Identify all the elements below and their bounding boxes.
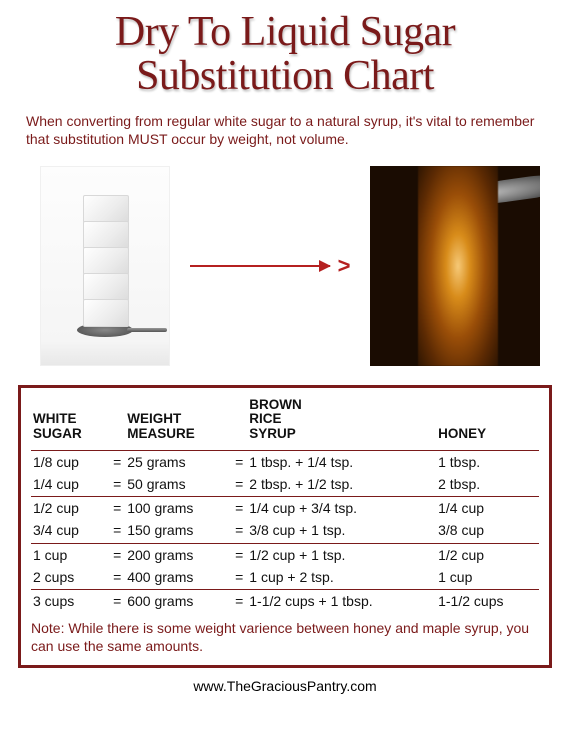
- cell-sugar: 1/4 cup: [31, 473, 109, 495]
- syrup-image: [370, 166, 540, 366]
- arrow-icon: [190, 265, 330, 267]
- table-header-row: WHITESUGAR WEIGHTMEASURE BROWNRICESYRUP …: [31, 396, 539, 449]
- image-row: >: [0, 153, 570, 379]
- equals-icon: =: [109, 543, 125, 566]
- cell-honey: 3/8 cup: [436, 519, 539, 541]
- table-note: Note: While there is some weight varienc…: [31, 612, 539, 655]
- cell-sugar: 1/2 cup: [31, 497, 109, 520]
- col-weight: WEIGHTMEASURE: [125, 396, 231, 449]
- cell-sugar: 1 cup: [31, 543, 109, 566]
- cube-stack-icon: [83, 197, 129, 327]
- cell-weight: 400 grams: [125, 566, 231, 588]
- intro-text: When converting from regular white sugar…: [0, 104, 570, 152]
- cell-honey: 1/4 cup: [436, 497, 539, 520]
- cell-syrup: 2 tbsp. + 1/2 tsp.: [247, 473, 436, 495]
- cell-sugar: 2 cups: [31, 566, 109, 588]
- table-row: 3 cups=600 grams=1-1/2 cups + 1 tbsp.1-1…: [31, 590, 539, 613]
- equals-icon: =: [231, 450, 247, 473]
- cell-honey: 1/2 cup: [436, 543, 539, 566]
- title-line-1: Dry To Liquid Sugar: [115, 9, 455, 55]
- equals-icon: =: [109, 497, 125, 520]
- equals-icon: =: [109, 566, 125, 588]
- cell-honey: 1-1/2 cups: [436, 590, 539, 613]
- title-line-2: Substitution Chart: [136, 53, 434, 99]
- table-row: 1/4 cup=50 grams=2 tbsp. + 1/2 tsp.2 tbs…: [31, 473, 539, 495]
- cell-weight: 150 grams: [125, 519, 231, 541]
- cell-syrup: 1 cup + 2 tsp.: [247, 566, 436, 588]
- equals-icon: =: [231, 590, 247, 613]
- equals-icon: =: [231, 473, 247, 495]
- equals-icon: =: [231, 497, 247, 520]
- equals-icon: =: [231, 543, 247, 566]
- page-title: Dry To Liquid Sugar Substitution Chart: [0, 0, 570, 104]
- col-white-sugar: WHITESUGAR: [31, 396, 109, 449]
- cell-sugar: 3/4 cup: [31, 519, 109, 541]
- cell-syrup: 3/8 cup + 1 tsp.: [247, 519, 436, 541]
- footer-url: www.TheGraciousPantry.com: [0, 668, 570, 694]
- cell-syrup: 1-1/2 cups + 1 tbsp.: [247, 590, 436, 613]
- table-row: 1/8 cup=25 grams=1 tbsp. + 1/4 tsp.1 tbs…: [31, 450, 539, 473]
- col-syrup: BROWNRICESYRUP: [247, 396, 436, 449]
- greater-than-icon: >: [338, 253, 351, 279]
- cell-honey: 2 tbsp.: [436, 473, 539, 495]
- cell-weight: 50 grams: [125, 473, 231, 495]
- cell-weight: 200 grams: [125, 543, 231, 566]
- equals-icon: =: [109, 450, 125, 473]
- arrow-area: >: [170, 161, 370, 371]
- col-honey: HONEY: [436, 396, 539, 449]
- table-row: 3/4 cup=150 grams=3/8 cup + 1 tsp.3/8 cu…: [31, 519, 539, 541]
- cell-sugar: 3 cups: [31, 590, 109, 613]
- cell-weight: 25 grams: [125, 450, 231, 473]
- cell-honey: 1 tbsp.: [436, 450, 539, 473]
- cell-honey: 1 cup: [436, 566, 539, 588]
- equals-icon: =: [109, 473, 125, 495]
- equals-icon: =: [231, 519, 247, 541]
- equals-icon: =: [109, 590, 125, 613]
- cell-syrup: 1 tbsp. + 1/4 tsp.: [247, 450, 436, 473]
- cell-syrup: 1/4 cup + 3/4 tsp.: [247, 497, 436, 520]
- cell-syrup: 1/2 cup + 1 tsp.: [247, 543, 436, 566]
- cell-sugar: 1/8 cup: [31, 450, 109, 473]
- table-row: 2 cups=400 grams=1 cup + 2 tsp.1 cup: [31, 566, 539, 588]
- conversion-table-box: WHITESUGAR WEIGHTMEASURE BROWNRICESYRUP …: [18, 385, 552, 669]
- cell-weight: 600 grams: [125, 590, 231, 613]
- equals-icon: =: [231, 566, 247, 588]
- equals-icon: =: [109, 519, 125, 541]
- cell-weight: 100 grams: [125, 497, 231, 520]
- table-row: 1/2 cup=100 grams=1/4 cup + 3/4 tsp.1/4 …: [31, 497, 539, 520]
- conversion-table: WHITESUGAR WEIGHTMEASURE BROWNRICESYRUP …: [31, 396, 539, 613]
- table-row: 1 cup=200 grams=1/2 cup + 1 tsp.1/2 cup: [31, 543, 539, 566]
- sugar-cubes-image: [40, 166, 170, 366]
